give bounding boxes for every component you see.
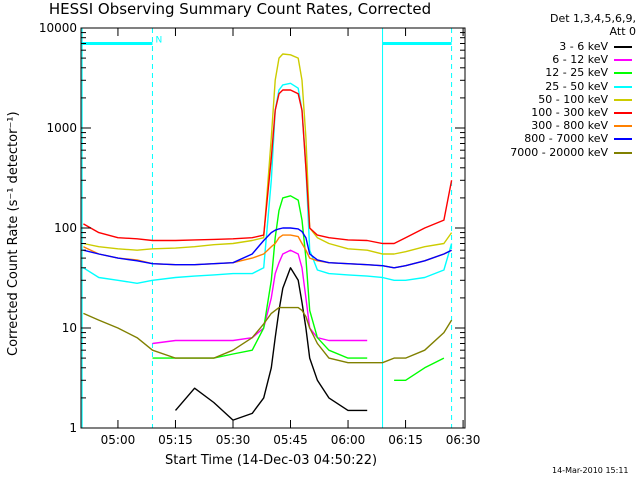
- axis-tick-labels: 05:00 05:15 05:30 05:45 06:00 06:15 06:30 1 10 10…: [39, 21, 481, 447]
- legend-item-label: 800 - 7000 keV: [524, 132, 608, 146]
- chart-title: HESSI Observing Summary Count Rates, Cor…: [48, 0, 432, 18]
- legend-item: 25 - 50 keV: [482, 80, 632, 94]
- legend-item-label: 7000 - 20000 keV: [510, 145, 608, 159]
- series-line-4: [83, 53, 453, 255]
- legend-item-label: 6 - 12 keV: [552, 53, 608, 67]
- annotation-0: N: [155, 35, 162, 45]
- y-tick-label-2: 100: [54, 221, 77, 235]
- legend-swatch: [614, 112, 632, 114]
- x-axis-label: Start Time (14-Dec-03 04:50:22): [165, 453, 378, 468]
- x-tick-label-2: 05:30: [216, 433, 251, 447]
- legend-item-label: 12 - 25 keV: [545, 66, 608, 80]
- series-line-7: [83, 227, 452, 269]
- legend-header-detectors: Det 1,3,4,5,6,9,: [549, 12, 636, 25]
- legend-swatch: [614, 125, 632, 128]
- x-tick-label-6: 06:30: [446, 433, 481, 447]
- series-line-5: [83, 89, 453, 245]
- legend-item: 3 - 6 keV: [482, 40, 632, 54]
- y-tick-label-4: 10000: [39, 21, 77, 35]
- series-line-8: [83, 306, 453, 364]
- legend-swatch: [614, 138, 632, 141]
- series-line-6: [83, 234, 452, 269]
- timestamp: 14-Mar-2010 15:11: [552, 466, 629, 475]
- legend-item: 6 - 12 keV: [482, 53, 632, 67]
- legend-item-label: 100 - 300 keV: [531, 106, 608, 119]
- plot-frame: [80, 27, 466, 429]
- series-line-2: [152, 195, 445, 381]
- x-tick-label-4: 06:00: [331, 433, 366, 447]
- legend-swatch: [614, 46, 632, 48]
- chart-guides: N: [81, 28, 453, 428]
- legend-item: 7000 - 20000 keV: [482, 146, 632, 160]
- series-line-3: [83, 82, 453, 284]
- legend-item-label: 300 - 800 keV: [531, 119, 608, 133]
- y-tick-label-1: 10: [62, 321, 77, 335]
- x-tick-label-0: 05:00: [101, 433, 136, 447]
- legend-swatch: [614, 72, 632, 75]
- series-line-1: [152, 249, 368, 345]
- legend-item-label: 50 - 100 keV: [538, 92, 608, 106]
- legend-swatch: [614, 98, 632, 101]
- legend-item-label: 25 - 50 keV: [545, 79, 608, 93]
- legend-swatch: [614, 151, 632, 154]
- axis-ticks: [81, 27, 465, 429]
- y-tick-label-3: 1000: [46, 121, 77, 135]
- legend-swatch: [614, 59, 632, 62]
- y-tick-label-0: 1: [69, 421, 77, 435]
- legend-item-label: 3 - 6 keV: [559, 40, 608, 53]
- x-tick-label-1: 05:15: [158, 433, 193, 447]
- legend-item: 50 - 100 keV: [482, 93, 632, 107]
- x-tick-label-3: 05:45: [273, 433, 308, 447]
- series-line-0: [174, 267, 368, 421]
- chart-series: [83, 53, 453, 421]
- y-axis-label: Corrected Count Rate (s⁻¹ detector⁻¹): [6, 111, 21, 356]
- legend-item: 12 - 25 keV: [482, 66, 632, 80]
- legend-item: 100 - 300 keV: [482, 106, 632, 120]
- x-tick-label-5: 06:15: [388, 433, 423, 447]
- legend-item: 300 - 800 keV: [482, 119, 632, 133]
- legend-swatch: [614, 85, 632, 88]
- legend-header-attenuator: Att 0: [609, 25, 636, 38]
- legend-item: 800 - 7000 keV: [482, 132, 632, 146]
